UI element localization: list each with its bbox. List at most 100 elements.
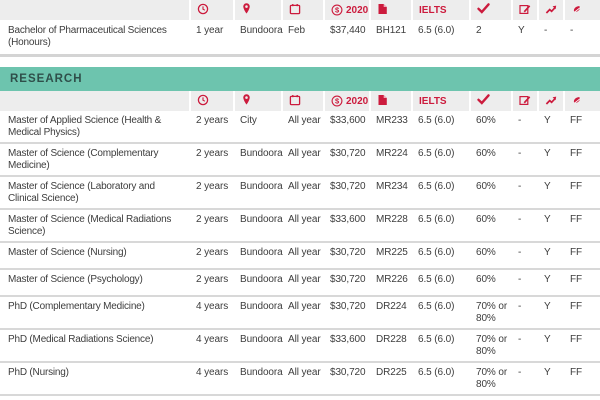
fees-column-header: $ 2020 <box>323 91 370 111</box>
campus-cell: Bundoora <box>234 20 283 57</box>
ielts-cell: 6.5 (6.0) <box>412 242 470 270</box>
fees-column-header: $ 2020 <box>323 0 370 20</box>
course-name-cell: Master of Science (Complementary Medicin… <box>0 143 190 177</box>
document-icon <box>377 3 388 15</box>
intake-cell: All year <box>282 329 324 363</box>
edit-flag-cell: - <box>512 329 538 363</box>
course-name-cell: Master of Science (Laboratory and Clinic… <box>0 176 190 210</box>
calendar-icon <box>289 3 301 15</box>
duration-cell: 2 years <box>190 111 234 144</box>
table-row: Master of Science (Complementary Medicin… <box>0 143 600 177</box>
course-code-cell: MR226 <box>370 269 412 297</box>
edit-flag-cell: - <box>512 143 538 177</box>
duration-cell: 2 years <box>190 242 234 270</box>
table-row: Master of Science (Nursing) 2 years Bund… <box>0 242 600 270</box>
entry-score-cell: 60% <box>470 209 512 243</box>
ff-flag-cell: FF <box>564 209 600 243</box>
trending-up-arrow-icon <box>545 94 557 106</box>
course-name-cell: Master of Science (Medical Radiations Sc… <box>0 209 190 243</box>
entry-score-cell: 60% <box>470 242 512 270</box>
intake-cell: All year <box>282 242 324 270</box>
campus-cell: Bundoora <box>234 143 283 177</box>
campus-column-header <box>233 91 282 111</box>
edit-flag-cell: - <box>512 176 538 210</box>
edit-flag-cell: - <box>512 296 538 330</box>
entry-score-cell: 70% or 80% <box>470 296 512 330</box>
edit-flag-cell: - <box>512 269 538 297</box>
ff-flag-cell: FF <box>564 269 600 297</box>
ielts-cell: 6.5 (6.0) <box>412 20 470 57</box>
table-row: PhD (Complementary Medicine) 4 years Bun… <box>0 296 600 330</box>
document-icon <box>377 94 388 106</box>
intake-cell: All year <box>282 176 324 210</box>
pathway-flag-cell: Y <box>538 296 564 330</box>
svg-text:$: $ <box>335 6 340 15</box>
edit-column-header <box>511 0 538 20</box>
location-pin-icon <box>241 93 252 106</box>
edit-flag-cell: - <box>512 111 538 144</box>
fee-cell: $30,720 <box>324 143 370 177</box>
table-row: Master of Science (Psychology) 2 years B… <box>0 269 600 297</box>
course-code-cell: MR228 <box>370 209 412 243</box>
campus-cell: Bundoora <box>234 329 283 363</box>
edit-flag-cell: - <box>512 362 538 396</box>
ielts-cell: 6.5 (6.0) <box>412 176 470 210</box>
campus-cell: Bundoora <box>234 209 283 243</box>
campus-cell: Bundoora <box>234 269 283 297</box>
checkmark-icon <box>477 3 490 14</box>
course-name-cell: Master of Science (Nursing) <box>0 242 190 270</box>
edit-flag-cell: - <box>512 209 538 243</box>
campus-cell: Bundoora <box>234 176 283 210</box>
duration-column-header <box>189 91 234 111</box>
entry-score-cell: 60% <box>470 269 512 297</box>
fee-cell: $33,600 <box>324 209 370 243</box>
course-code-cell: MR225 <box>370 242 412 270</box>
intake-cell: All year <box>282 143 324 177</box>
ff-flag-cell: FF <box>564 143 600 177</box>
pathway-flag-cell: Y <box>538 329 564 363</box>
course-code-cell: DR228 <box>370 329 412 363</box>
svg-text:$: $ <box>335 97 340 106</box>
column-icon-header-row: $ 2020 IELTS <box>0 0 600 20</box>
course-name-column-header <box>0 91 190 111</box>
intake-cell: All year <box>282 209 324 243</box>
course-name-column-header <box>0 0 190 20</box>
entry-score-cell: 2 <box>470 20 512 57</box>
pathway-flag-cell: - <box>538 20 564 57</box>
pathway-column-header <box>537 0 564 20</box>
fee-cell: $30,720 <box>324 269 370 297</box>
duration-cell: 2 years <box>190 143 234 177</box>
ff-flag-cell: FF <box>564 296 600 330</box>
top-table-body: Bachelor of Pharmaceutical Sciences (Hon… <box>0 20 600 57</box>
trending-up-arrow-icon <box>545 3 557 15</box>
ff-flag-cell: FF <box>564 242 600 270</box>
intake-cell: All year <box>282 362 324 396</box>
ielts-cell: 6.5 (6.0) <box>412 143 470 177</box>
ielts-cell: 6.5 (6.0) <box>412 209 470 243</box>
course-code-column-header <box>369 91 412 111</box>
ff-flag-cell: FF <box>564 111 600 144</box>
entry-score-cell: 60% <box>470 143 512 177</box>
ielts-column-header: IELTS <box>411 91 470 111</box>
fee-cell: $30,720 <box>324 176 370 210</box>
course-name-cell: Master of Applied Science (Health & Medi… <box>0 111 190 144</box>
entry-score-cell: 70% or 80% <box>470 362 512 396</box>
fee-cell: $33,600 <box>324 111 370 144</box>
column-icon-header-row: $ 2020 IELTS <box>0 91 600 111</box>
clock-icon <box>197 3 209 15</box>
intake-cell: Feb <box>282 20 324 57</box>
campus-cell: Bundoora <box>234 296 283 330</box>
edit-flag-cell: Y <box>512 20 538 57</box>
ff-flag-cell: - <box>564 20 600 57</box>
table-row: Master of Science (Medical Radiations Sc… <box>0 209 600 243</box>
campus-cell: Bundoora <box>234 362 283 396</box>
duration-cell: 2 years <box>190 209 234 243</box>
intake-cell: All year <box>282 269 324 297</box>
course-code-column-header <box>369 0 412 20</box>
checkmark-icon <box>477 94 490 105</box>
entry-score-cell: 70% or 80% <box>470 329 512 363</box>
course-code-cell: BH121 <box>370 20 412 57</box>
course-code-cell: MR233 <box>370 111 412 144</box>
entry-score-column-header <box>469 0 512 20</box>
